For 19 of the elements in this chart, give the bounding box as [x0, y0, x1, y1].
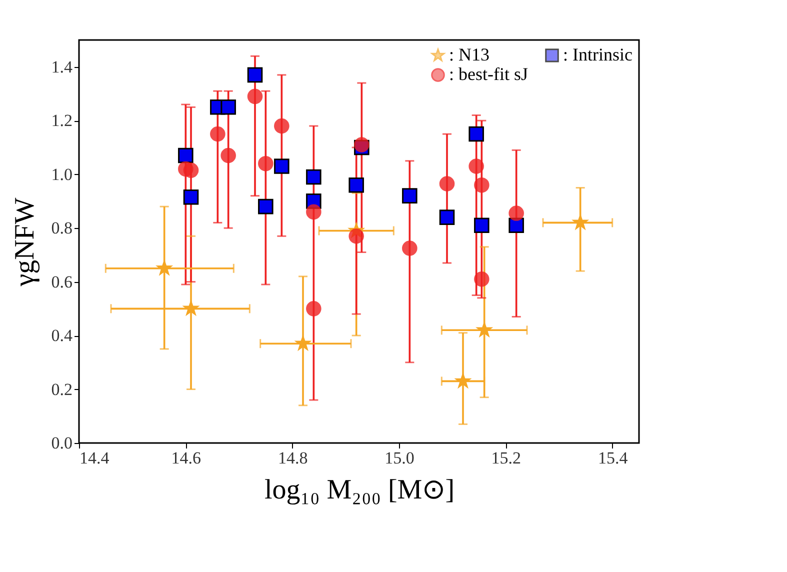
- y-tick-label: 0.6: [51, 272, 72, 292]
- y-tick-label: 0.4: [51, 326, 73, 346]
- y-tick-label: 1.2: [51, 111, 72, 130]
- y-tick-label: 1.0: [51, 164, 72, 184]
- y-tick-label: 0.2: [51, 380, 72, 399]
- x-tick-label: 14.6: [171, 448, 202, 468]
- x-tick-label: 15.2: [491, 448, 522, 468]
- y-tick-label: 0.8: [51, 218, 72, 238]
- legend-label: : N13: [449, 44, 490, 64]
- legend-label: : Intrinsic: [563, 44, 632, 64]
- x-axis-title: log₁₀ M₂₀₀ [M⊙]: [264, 474, 455, 506]
- x-tick-label: 15.4: [598, 448, 628, 468]
- y-tick-label: 0.0: [51, 434, 72, 452]
- legend-label: : best-fit sJ: [449, 64, 528, 84]
- x-tick-label: 14.4: [80, 448, 110, 468]
- x-tick-label: 14.8: [278, 448, 308, 468]
- y-axis-title: γgNFW: [9, 197, 40, 288]
- x-tick-label: 15.0: [384, 448, 414, 468]
- y-tick-label: 1.4: [51, 57, 73, 76]
